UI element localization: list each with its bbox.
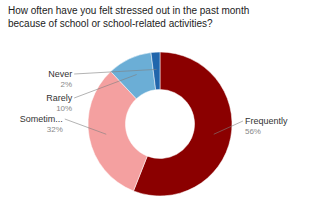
slice-label: Rarely: [46, 93, 73, 103]
leader-line: [74, 74, 137, 98]
slice-label: Never: [48, 69, 72, 79]
chart: How often have you felt stressed out in …: [0, 0, 320, 214]
slice: [151, 52, 160, 90]
data-label: 10%: [56, 104, 72, 113]
data-label: 56%: [245, 127, 261, 136]
plot: Frequently56% Sometim...32% Rarely10% Never…: [20, 52, 288, 196]
data-label: 2%: [61, 80, 73, 89]
leader-line: [74, 69, 156, 74]
leader-line: [65, 119, 106, 134]
labels: Frequently56% Sometim...32% Rarely10% Never…: [20, 69, 288, 136]
slice-label: Sometim...: [20, 114, 63, 124]
slices: [88, 52, 232, 196]
leader-line: [214, 121, 243, 134]
data-label: 32%: [47, 125, 63, 134]
title-line: How often have you felt stressed out in …: [8, 5, 249, 16]
slice-label: Frequently: [245, 116, 288, 126]
title-line: because of school or school-related acti…: [8, 18, 213, 29]
title: How often have you felt stressed out in …: [8, 5, 249, 29]
